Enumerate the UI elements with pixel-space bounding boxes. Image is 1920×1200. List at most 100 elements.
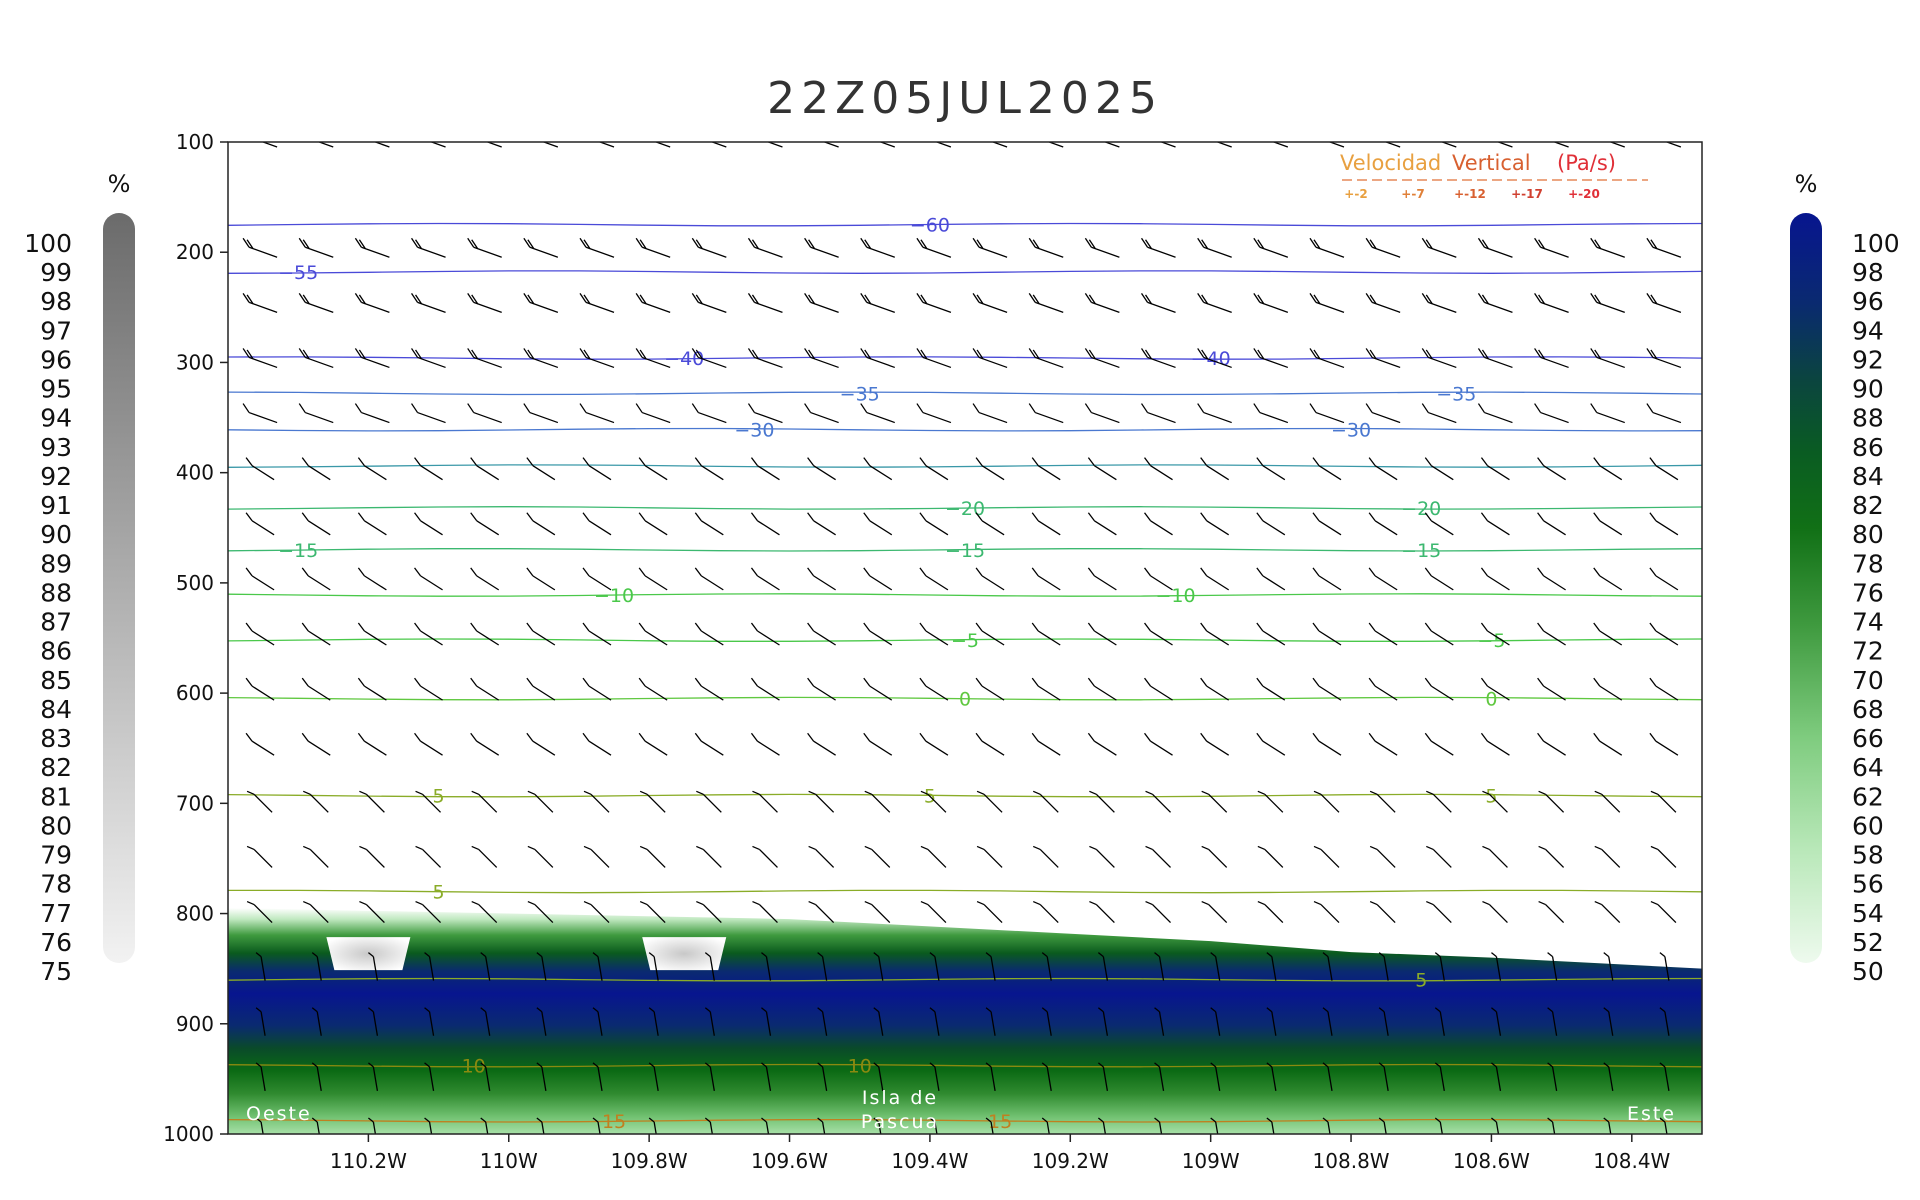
wind-barb-flag <box>1491 952 1497 958</box>
contour-line <box>228 391 1702 396</box>
wind-barb-staff <box>307 520 331 536</box>
wind-barb-flag <box>302 239 310 250</box>
wind-barb-staff <box>700 520 724 536</box>
x-tick-label: 109.8W <box>611 1149 688 1173</box>
wind-barb-flag <box>639 845 648 851</box>
wind-barb-staff <box>990 1066 996 1091</box>
wind-barb-flag <box>471 239 479 250</box>
wind-barb <box>929 1007 940 1036</box>
wind-barb <box>1593 677 1623 701</box>
wind-barb <box>1089 845 1115 868</box>
wind-barb-staff <box>644 520 668 536</box>
wind-barb-flag <box>1266 952 1273 958</box>
wind-barb <box>1603 1117 1612 1134</box>
wind-barb-staff <box>1655 740 1679 756</box>
wind-barb <box>311 1117 320 1134</box>
wind-barb-flag <box>975 732 983 742</box>
wind-barb-flag <box>761 1062 767 1068</box>
wind-barb-staff <box>810 356 839 369</box>
wind-barb-staff <box>1158 1121 1163 1134</box>
wind-barb-flag <box>1256 732 1264 742</box>
wind-barb-staff <box>590 793 610 813</box>
wind-barb-flag <box>245 732 253 742</box>
wind-barb-flag <box>1434 1062 1441 1068</box>
wind-barb-flag <box>691 237 699 248</box>
wind-barb-staff <box>364 520 387 536</box>
wind-barb <box>991 142 1008 148</box>
wind-barbs <box>242 130 1682 1134</box>
wind-barb-flag <box>367 1117 374 1123</box>
wind-barb-staff <box>1271 142 1289 148</box>
wind-barb-flag <box>804 348 812 358</box>
wind-barb-staff <box>698 356 727 369</box>
wind-barb-flag <box>1593 567 1601 577</box>
wind-barb <box>1603 1062 1614 1091</box>
wind-barb-flag <box>1537 732 1545 742</box>
wind-barb <box>592 1007 603 1036</box>
wind-barb-flag <box>1309 348 1317 358</box>
wind-barb-flag <box>1210 1007 1217 1013</box>
wind-barb-staff <box>1484 246 1513 258</box>
contour-label: 10 <box>462 1056 486 1078</box>
wind-barb-flag <box>919 567 927 577</box>
wind-barb <box>1593 732 1623 756</box>
wind-barb <box>920 900 947 924</box>
wind-barb-staff <box>1047 142 1064 148</box>
wind-barb-flag <box>592 1007 599 1013</box>
wind-barb-staff <box>934 1011 940 1036</box>
wind-barb-flag <box>1140 237 1149 248</box>
wind-barb-flag <box>242 403 250 413</box>
wind-barb-flag <box>1593 732 1601 742</box>
wind-barb-staff <box>871 793 891 813</box>
wind-barb-flag <box>1312 677 1320 687</box>
wind-barb-flag <box>1421 292 1429 303</box>
wind-barb <box>639 790 666 813</box>
contour-label: −35 <box>840 383 880 405</box>
wind-barb <box>807 457 836 481</box>
wind-barb-flag <box>582 567 590 577</box>
wind-barb-staff <box>1543 575 1566 591</box>
wind-barb <box>638 457 668 481</box>
wind-barb <box>1424 512 1454 536</box>
wind-barb <box>863 677 893 701</box>
wind-barb <box>639 900 666 924</box>
wind-barb-staff <box>1328 142 1345 148</box>
wind-barb-flag <box>358 294 366 305</box>
wind-barb-flag <box>255 1062 262 1068</box>
wind-barb <box>1032 900 1059 924</box>
wind-barb <box>1480 677 1510 701</box>
wind-barb-flag <box>1041 1007 1048 1013</box>
wind-barb-flag <box>467 237 475 248</box>
wind-barb <box>1097 1062 1109 1091</box>
wind-barb-staff <box>422 793 442 813</box>
wind-barb-flag <box>579 348 587 358</box>
wind-barb <box>1378 1117 1387 1134</box>
wind-barb <box>1538 790 1565 813</box>
wind-barb <box>972 403 1008 424</box>
wind-barb-staff <box>1315 356 1345 369</box>
wind-barb-staff <box>420 465 443 481</box>
wind-barb-flag <box>696 130 702 139</box>
wind-barb-flag <box>873 1062 880 1068</box>
wind-barb <box>1154 952 1165 981</box>
wind-barb-staff <box>1259 301 1289 313</box>
wind-barb <box>1256 512 1286 536</box>
wind-barb <box>359 845 385 868</box>
wind-barb <box>635 292 671 313</box>
wind-barb-staff <box>653 1121 657 1134</box>
wind-barb <box>1538 845 1565 868</box>
wind-barb-staff <box>1655 520 1679 536</box>
wind-barb <box>919 457 949 481</box>
wind-barb <box>635 403 671 424</box>
wind-barb <box>1434 1007 1445 1036</box>
wind-barb-flag <box>1424 457 1432 467</box>
wind-barb <box>411 292 446 313</box>
wind-barb-flag <box>1594 845 1603 851</box>
annotation-isla-de: Isla de <box>862 1087 938 1109</box>
wind-barb <box>367 1117 377 1134</box>
wind-barb <box>261 142 278 148</box>
wind-barb-staff <box>1095 793 1115 813</box>
wind-barb <box>1384 142 1401 148</box>
wind-barb-staff <box>990 956 996 981</box>
wind-barb-flag <box>1032 349 1040 360</box>
